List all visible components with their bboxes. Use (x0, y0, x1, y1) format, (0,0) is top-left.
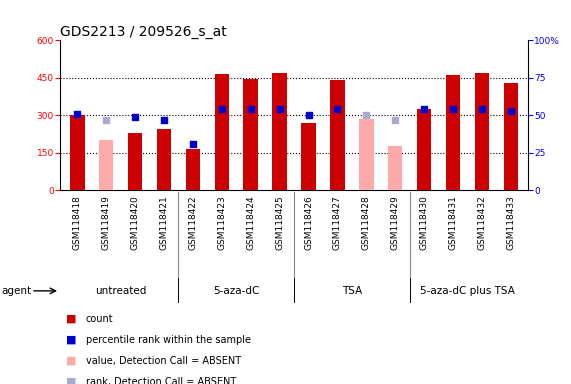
Bar (70, 115, 85, 190)
Text: GSM118432: GSM118432 (477, 195, 486, 250)
Text: GSM118424: GSM118424 (246, 195, 255, 250)
Point (275, 106, 284, 112)
Bar (504, 83, 518, 190)
Bar (186, 149, 200, 190)
Text: untreated: untreated (95, 286, 146, 296)
Text: GSM118423: GSM118423 (218, 195, 226, 250)
Text: GSM118427: GSM118427 (333, 195, 342, 250)
Text: agent: agent (1, 286, 31, 296)
Bar (388, 146, 403, 190)
Bar (128, 133, 142, 190)
Point (477, 106, 486, 112)
Point (73, 111, 82, 117)
Bar (272, 73, 287, 190)
Point (420, 106, 429, 112)
Text: 5-aza-dC: 5-aza-dC (213, 286, 259, 296)
Bar (330, 80, 345, 190)
Bar (243, 79, 258, 190)
Point (188, 141, 198, 147)
Text: GSM118418: GSM118418 (73, 195, 82, 250)
Point (102, 117, 111, 123)
Point (159, 117, 168, 123)
Text: ■: ■ (66, 314, 76, 324)
Text: GSM118421: GSM118421 (159, 195, 168, 250)
Point (506, 108, 516, 114)
Text: 5-aza-dC plus TSA: 5-aza-dC plus TSA (420, 286, 515, 296)
Point (362, 112, 371, 118)
Text: GSM118433: GSM118433 (506, 195, 516, 250)
Text: GSM118425: GSM118425 (275, 195, 284, 250)
Text: ■: ■ (66, 335, 76, 345)
Text: GSM118429: GSM118429 (391, 195, 400, 250)
Point (246, 106, 255, 112)
Bar (157, 129, 171, 190)
Text: GSM118422: GSM118422 (188, 195, 198, 250)
Bar (475, 73, 489, 190)
Text: TSA: TSA (342, 286, 362, 296)
Text: GDS2213 / 209526_s_at: GDS2213 / 209526_s_at (60, 25, 227, 39)
Text: GSM118431: GSM118431 (449, 195, 457, 250)
Text: value, Detection Call = ABSENT: value, Detection Call = ABSENT (86, 356, 241, 366)
Bar (99, 140, 114, 190)
Text: GSM118430: GSM118430 (420, 195, 429, 250)
Point (304, 112, 313, 118)
Point (217, 106, 226, 112)
Bar (301, 123, 316, 190)
Point (391, 117, 400, 123)
Point (448, 106, 457, 112)
Bar (446, 75, 460, 190)
Text: percentile rank within the sample: percentile rank within the sample (86, 335, 251, 345)
Text: GSM118426: GSM118426 (304, 195, 313, 250)
Text: ■: ■ (66, 377, 76, 384)
Text: GSM118420: GSM118420 (131, 195, 139, 250)
Bar (215, 74, 229, 190)
Bar (417, 109, 431, 190)
Point (333, 106, 342, 112)
Text: count: count (86, 314, 113, 324)
Bar (359, 119, 373, 190)
Text: rank, Detection Call = ABSENT: rank, Detection Call = ABSENT (86, 377, 236, 384)
Text: GSM118419: GSM118419 (102, 195, 111, 250)
Text: ■: ■ (66, 356, 76, 366)
Point (131, 114, 140, 120)
Text: GSM118428: GSM118428 (362, 195, 371, 250)
